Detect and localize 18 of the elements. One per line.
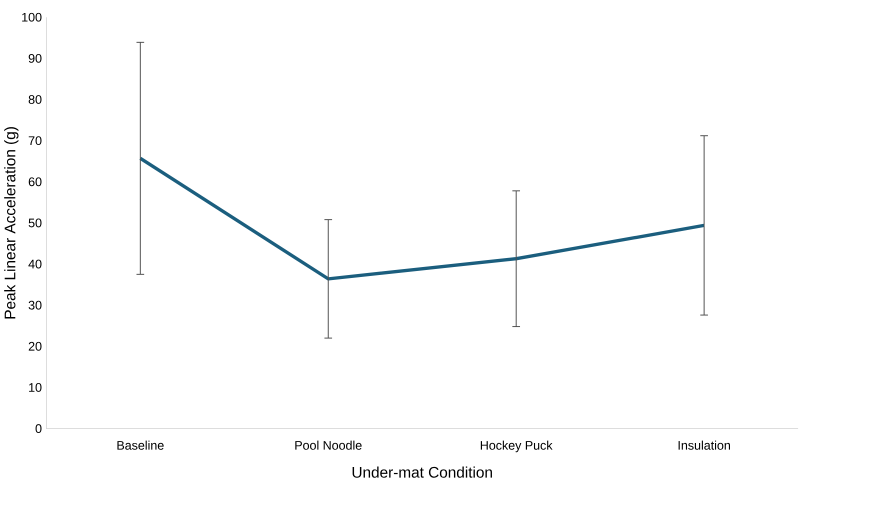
y-axis-title: Peak Linear Acceleration (g) — [4, 127, 18, 318]
y-tick-label: 90 — [28, 54, 42, 63]
y-tick-label: 70 — [28, 136, 42, 145]
y-tick-label: 10 — [29, 382, 42, 392]
y-tick-label: 40 — [28, 260, 42, 268]
line-series — [138, 156, 706, 280]
y-tick-label: 30 — [28, 300, 42, 310]
x-axis-title: Under-mat Condition — [352, 466, 492, 478]
y-tick-label: 20 — [28, 342, 42, 351]
y-tick-label: 50 — [28, 218, 42, 228]
y-tick-label: 100 — [22, 12, 42, 22]
x-tick-label: Baseline — [117, 440, 164, 450]
y-tick-label: 60 — [28, 177, 42, 186]
x-tick-label: Insulation — [678, 440, 730, 450]
y-tick-label: 80 — [28, 94, 42, 104]
y-tick-label: 0 — [36, 424, 42, 433]
x-tick-label: Pool Noodle — [295, 440, 362, 450]
x-tick-label: Hockey Puck — [480, 440, 553, 452]
